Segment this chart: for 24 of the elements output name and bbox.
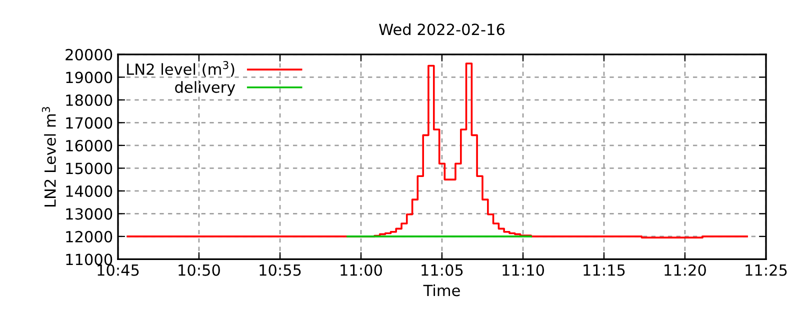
y-tick-label: 15000: [66, 162, 112, 174]
x-tick-label: 10:45: [98, 264, 139, 276]
y-tick-label: 12000: [66, 230, 112, 242]
y-tick-label: 19000: [66, 72, 112, 84]
x-axis-title: Time: [423, 284, 460, 296]
x-tick-label: 10:55: [260, 264, 301, 276]
x-tick-label: 11:15: [584, 264, 625, 276]
y-tick-label: 16000: [66, 140, 112, 152]
y-tick-label: 11000: [66, 254, 112, 266]
chart-title: Wed 2022-02-16: [379, 23, 505, 36]
y-tick-label: 20000: [66, 48, 112, 60]
y-tick-label: 18000: [66, 94, 112, 106]
y-tick-label: 17000: [66, 117, 112, 129]
x-tick-label: 10:50: [178, 264, 220, 276]
x-tick-label: 11:20: [664, 264, 706, 276]
legend-label: delivery: [175, 81, 236, 96]
y-tick-label: 14000: [66, 185, 112, 197]
y-tick-label: 13000: [66, 208, 112, 220]
x-tick-label: 11:25: [746, 264, 787, 276]
x-tick-label: 11:00: [340, 264, 382, 276]
x-tick-label: 11:10: [502, 264, 544, 276]
legend-label: LN2 level (m$^{3}$): [127, 61, 234, 77]
x-tick-label: 11:05: [422, 264, 463, 276]
y-axis-title: LN2 Level m$^{3}$: [42, 107, 56, 206]
